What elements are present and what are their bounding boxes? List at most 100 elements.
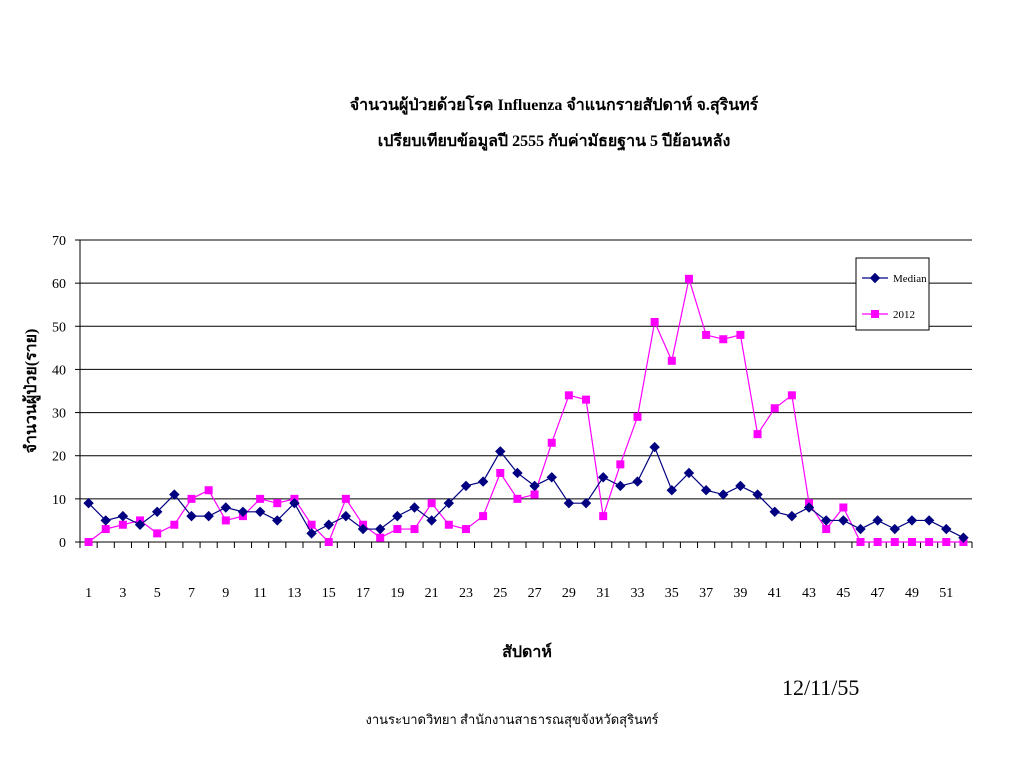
data-point [186,510,197,522]
data-point [307,520,316,529]
x-tick-label: 5 [154,586,161,601]
x-tick-labels: 1 3 5 7 9 11 13 15 17 19 21 23 25 27 29 31 33 35 37 39 41 43 4… [85,586,953,601]
data-point [187,494,196,503]
x-tick-label: 21 [425,586,439,601]
data-point [340,510,352,522]
legend-swatch-marker [871,310,879,318]
data-point [907,538,916,546]
data-point [118,520,127,529]
y-axis-label: จำนวนผู้ป่วย(ราย) [22,329,42,454]
x-tick-label: 15 [322,586,336,601]
data-point [633,412,642,421]
data-point [616,460,625,469]
data-point [906,515,918,526]
x-tick-label: 13 [287,586,301,601]
x-axis-label: สัปดาห์ [502,642,552,661]
x-tick-label: 45 [836,586,850,601]
chart-title-line-1: จำนวนผู้ป่วยด้วยโรค Influenza จำแนกรายสั… [349,97,759,114]
data-point [650,317,659,326]
data-point [958,532,969,543]
x-tick-label: 7 [188,586,195,601]
data-point [753,430,762,439]
data-point [444,520,453,529]
y-tick-label: 60 [52,277,66,292]
x-tick-label: 47 [871,586,885,601]
date-stamp: 12/11/55 [782,675,860,700]
data-point [667,356,676,365]
data-point [427,499,436,508]
data-point [374,523,386,535]
data-point [786,510,798,522]
data-point [153,529,162,538]
data-point [803,502,815,513]
x-tick-label: 33 [631,586,645,601]
data-point [735,480,746,492]
data-point [942,538,951,546]
data-point [151,506,163,518]
legend-box [855,257,930,331]
x-tick-label: 27 [528,586,542,601]
x-tick-label: 9 [222,586,229,601]
data-point [289,497,300,509]
data-point [203,510,214,522]
data-point [461,525,470,534]
data-point [410,525,419,534]
data-point [890,538,899,546]
data-point [632,476,643,487]
data-point [84,538,93,546]
data-point [324,538,333,546]
data-point [649,441,660,453]
data-point [889,523,901,535]
y-tick-label: 70 [52,234,66,249]
data-point [838,515,849,526]
data-point [822,525,831,534]
x-tick-label: 23 [459,586,473,601]
data-point [357,523,369,535]
y-tick-label: 10 [52,493,66,508]
x-tick-label: 37 [699,586,713,601]
y-tick-labels: 0 10 20 30 40 50 60 70 [52,234,66,551]
data-point [100,515,111,526]
y-tick-label: 50 [52,320,66,335]
data-point [272,515,283,526]
data-point [409,502,420,513]
data-point [666,485,678,496]
series-layer [83,274,969,546]
data-point [736,330,745,339]
series-line [88,278,964,544]
data-point [495,446,506,457]
chart-title-line-2: เปรียบเทียบข้อมูลปี 2555 กับค่ามัธยฐาน 5… [377,133,731,150]
y-tick-label: 0 [59,536,66,551]
data-point [237,506,249,518]
legend-label: 2012 [893,309,915,321]
data-point [702,330,711,339]
data-point [460,480,472,492]
data-point [856,538,865,546]
data-point [597,472,609,483]
data-point [820,515,832,526]
data-point [872,515,883,526]
data-point [273,499,282,508]
data-point [392,510,403,522]
data-point [101,525,110,534]
data-point [254,506,266,518]
series-median [83,441,969,543]
y-tick-label: 20 [52,450,66,465]
data-point [787,391,796,400]
data-point [546,472,557,483]
legend-entry: Median [862,272,927,285]
y-tick-label: 40 [52,363,66,378]
axes [75,239,973,548]
legend-label: Median [893,273,927,285]
x-tick-label: 51 [939,586,953,601]
data-point [839,503,848,512]
x-tick-label: 1 [85,586,92,601]
data-point [170,520,179,529]
data-point [770,404,779,413]
data-point [134,519,146,530]
data-point [341,494,350,503]
data-point [323,519,334,530]
data-point [117,510,129,522]
data-point [941,523,952,535]
